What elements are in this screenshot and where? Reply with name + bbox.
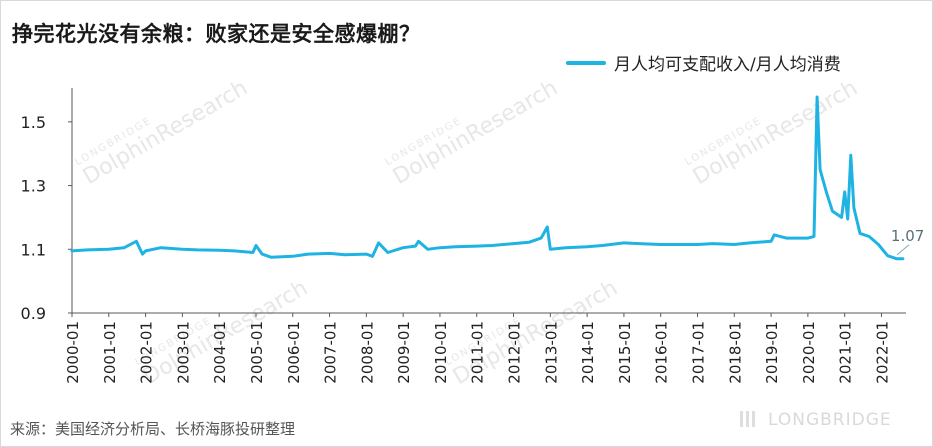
y-tick-label: 0.9	[21, 304, 46, 323]
x-tick-label: 2007-01	[322, 321, 340, 384]
legend: 月人均可支配收入/月人均消费	[566, 50, 841, 75]
x-tick-label: 2019-01	[763, 321, 781, 384]
annotation-leader	[896, 244, 910, 256]
x-tick-label: 2004-01	[211, 321, 229, 384]
legend-swatch	[566, 60, 606, 65]
x-tick-label: 2001-01	[101, 321, 119, 384]
x-tick-label: 2013-01	[542, 321, 560, 384]
x-tick-label: 2005-01	[248, 321, 266, 384]
x-tick-label: 2010-01	[432, 321, 450, 384]
series-line	[70, 95, 905, 261]
y-tick-label: 1.5	[21, 113, 46, 132]
brand-icon	[740, 411, 762, 427]
x-tick-label: 2002-01	[138, 321, 156, 384]
x-tick-label: 2008-01	[358, 321, 376, 384]
x-tick-label: 2006-01	[285, 321, 303, 384]
x-tick-label: 2020-01	[800, 321, 818, 384]
x-tick-label: 2009-01	[395, 321, 413, 384]
x-tick-label: 2017-01	[690, 321, 708, 384]
x-tick-label: 2014-01	[579, 321, 597, 384]
x-tick-label: 2018-01	[726, 321, 744, 384]
x-tick-label: 2011-01	[469, 321, 487, 384]
x-tick-label: 2012-01	[506, 321, 524, 384]
chart-title: 挣完花光没有余粮：败家还是安全感爆棚？	[12, 22, 421, 46]
brand-logo: LONGBRIDGE	[740, 410, 892, 430]
x-tick-label: 2016-01	[653, 321, 671, 384]
annotation-label: 1.07	[891, 227, 924, 245]
x-tick-label: 2000-01	[64, 321, 82, 384]
legend-label: 月人均可支配收入/月人均消费	[614, 55, 841, 75]
y-tick-label: 1.3	[21, 177, 46, 196]
y-tick-label: 1.1	[21, 240, 46, 259]
x-tick-label: 2003-01	[174, 321, 192, 384]
x-tick-label: 2022-01	[873, 321, 891, 384]
x-tick-label: 2015-01	[616, 321, 634, 384]
source-note: 来源：美国经济分析局、长桥海豚投研整理	[10, 420, 296, 438]
x-tick-label: 2021-01	[837, 321, 855, 384]
